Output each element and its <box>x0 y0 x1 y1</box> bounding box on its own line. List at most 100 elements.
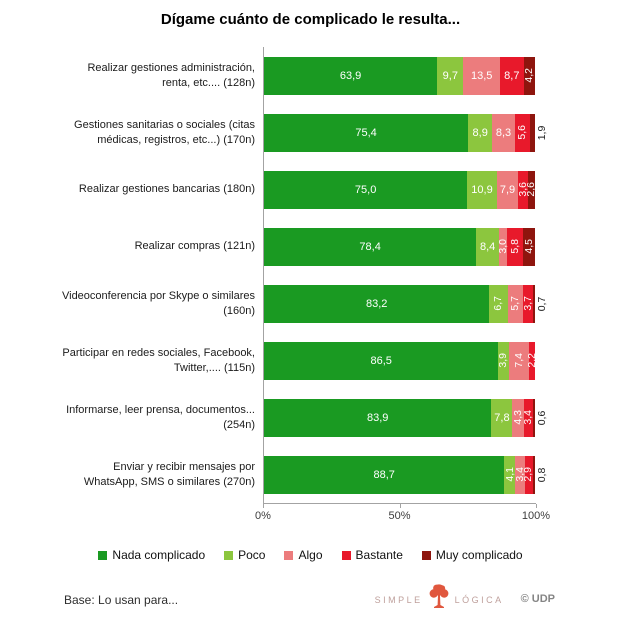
bar-track: 78,4 8,4 3,0 5,8 4,5 <box>263 218 535 275</box>
bar-row: Gestiones sanitarias o sociales (citas m… <box>0 104 621 161</box>
bar-segment-bastante: 3,7 <box>521 284 534 323</box>
stacked-bar: 88,7 4,1 3,4 2,9 <box>264 455 535 494</box>
legend-label: Poco <box>238 548 266 562</box>
legend-item-algo: Algo <box>284 548 323 562</box>
bar-value-label-outside: 1,9 <box>536 125 548 140</box>
bar-value-label-outside: 0,6 <box>536 410 548 425</box>
brand-word-right: LÓGICA <box>454 595 504 605</box>
bar-segment-bastante: 3,4 <box>522 398 535 437</box>
bar-segment-algo: 13,5 <box>463 56 501 95</box>
bar-value-label: 75,4 <box>355 126 377 139</box>
tree-icon <box>429 584 448 608</box>
stacked-bar: 78,4 8,4 3,0 5,8 4,5 <box>264 227 535 266</box>
category-label: Videoconferencia por Skype o similares (… <box>61 290 255 317</box>
bar-value-label: 4,5 <box>522 239 535 254</box>
bar-value-label: 13,5 <box>471 69 493 82</box>
bar-value-label: 7,8 <box>494 411 510 424</box>
bar-row: Realizar compras (121n) 78,4 8,4 3,0 5,8 4,5 <box>0 218 621 275</box>
bar-value-label: 83,2 <box>366 297 388 310</box>
bar-segment-algo: 3,4 <box>514 455 526 494</box>
bar-segment-algo: 8,3 <box>492 113 515 152</box>
bar-track: 63,9 9,7 13,5 8,7 4,2 <box>263 47 535 104</box>
bar-value-label: 86,5 <box>370 354 392 367</box>
bar-segment-nada: 63,9 <box>264 56 438 95</box>
bar-row: Videoconferencia por Skype o similares (… <box>0 275 621 332</box>
bar-track: 75,4 8,9 8,3 5,6 1,9 <box>263 104 548 161</box>
bar-segment-nada: 83,2 <box>264 284 490 323</box>
bar-value-label: 83,9 <box>366 411 389 424</box>
legend-swatch <box>224 550 234 560</box>
bar-segment-algo: 3,0 <box>496 227 509 266</box>
bar-value-label: 5,6 <box>516 125 529 140</box>
brand-logo: SIMPLE LÓGICA © UDP <box>375 583 555 608</box>
bar-value-label: 78,4 <box>359 240 381 253</box>
bar-segment-poco: 9,7 <box>437 56 464 95</box>
bar-value-label: 88,7 <box>373 468 395 481</box>
x-axis-tick <box>399 504 401 508</box>
legend-item-bastante: Bastante <box>341 548 403 562</box>
bar-segment-muy <box>532 455 535 494</box>
bar-value-label: 8,3 <box>495 126 512 139</box>
bar-segment-muy: 4,2 <box>523 56 535 95</box>
bar-value-label: 8,9 <box>472 126 488 139</box>
bar-track: 75,0 10,9 7,9 3,6 2,6 <box>263 161 538 218</box>
x-axis-tick-label: 100% <box>521 510 551 522</box>
legend-label: Muy complicado <box>435 548 523 562</box>
bar-value-label: 2,6 <box>525 182 538 197</box>
stacked-bar-chart: Realizar gestiones administración, renta… <box>0 47 621 526</box>
stacked-bar: 75,4 8,9 8,3 5,6 <box>264 113 536 152</box>
bar-segment-muy <box>529 113 536 152</box>
bar-row: Informarse, leer prensa, documentos... (… <box>0 389 621 446</box>
bar-segment-poco: 4,1 <box>504 455 516 494</box>
legend-swatch <box>284 550 294 560</box>
category-label: Participar en redes sociales, Facebook, … <box>62 347 255 374</box>
stacked-bar: 83,9 7,8 4,3 3,4 <box>264 398 535 437</box>
bar-segment-bastante: 5,6 <box>514 113 530 152</box>
x-axis-tick-label: 0% <box>255 510 271 522</box>
category-label: Realizar gestiones administración, renta… <box>87 62 255 89</box>
bar-segment-nada: 75,0 <box>264 170 468 209</box>
bar-segment-poco: 10,9 <box>467 170 497 209</box>
legend-label: Algo <box>298 548 323 562</box>
x-axis: 0% 50% 100% <box>255 503 550 526</box>
bar-value-label: 3,9 <box>497 353 510 368</box>
bar-segment-muy <box>533 284 535 323</box>
bar-track: 83,9 7,8 4,3 3,4 0,6 <box>263 389 548 446</box>
bar-value-label: 3,0 <box>496 239 509 254</box>
stacked-bar: 63,9 9,7 13,5 8,7 4,2 <box>264 56 535 95</box>
bar-value-label: 63,9 <box>339 69 362 82</box>
x-axis-tick <box>536 504 537 508</box>
category-label: Gestiones sanitarias o sociales (citas m… <box>74 119 255 146</box>
brand-copyright: © UDP <box>520 593 555 605</box>
bar-value-label: 3,7 <box>521 296 534 311</box>
legend-label: Bastante <box>355 548 403 562</box>
bar-segment-poco: 3,9 <box>497 341 510 380</box>
legend-item-poco: Poco <box>224 548 265 562</box>
bar-row: Participar en redes sociales, Facebook, … <box>0 332 621 389</box>
bar-value-label: 8,4 <box>480 240 496 253</box>
legend-swatch <box>341 550 351 560</box>
bar-track: 83,2 6,7 5,7 3,7 0,7 <box>263 275 548 332</box>
bar-segment-nada: 88,7 <box>264 455 505 494</box>
stacked-bar: 86,5 3,9 7,4 2,2 <box>264 341 538 380</box>
bar-value-label: 2,2 <box>525 353 538 368</box>
bar-segment-nada: 75,4 <box>264 113 469 152</box>
legend: Nada complicado Poco Algo Bastante Muy compl… <box>0 548 621 562</box>
bar-value-label-outside: 0,8 <box>536 467 548 482</box>
bar-value-label: 7,4 <box>512 353 525 368</box>
bar-segment-nada: 86,5 <box>264 341 499 380</box>
bar-row: Enviar y recibir mensajes por WhatsApp, … <box>0 446 621 503</box>
bar-value-label-outside: 0,7 <box>536 296 548 311</box>
bar-segment-bastante: 2,9 <box>522 455 534 494</box>
category-label: Realizar gestiones bancarias (180n) <box>78 183 255 196</box>
footer: Base: Lo usan para... SIMPLE LÓGICA © UD… <box>0 583 621 608</box>
bar-row: Realizar gestiones bancarias (180n) 75,0 1… <box>0 161 621 218</box>
x-axis-tick <box>263 504 264 508</box>
bar-segment-poco: 7,8 <box>491 398 513 437</box>
bar-segment-bastante: 3,6 <box>517 170 529 209</box>
bar-segment-nada: 78,4 <box>264 227 477 266</box>
x-axis-tick-label: 50% <box>388 510 411 522</box>
bar-row: Realizar gestiones administración, renta… <box>0 47 621 104</box>
bar-value-label: 3,4 <box>522 410 535 425</box>
base-note: Base: Lo usan para... <box>64 593 179 607</box>
